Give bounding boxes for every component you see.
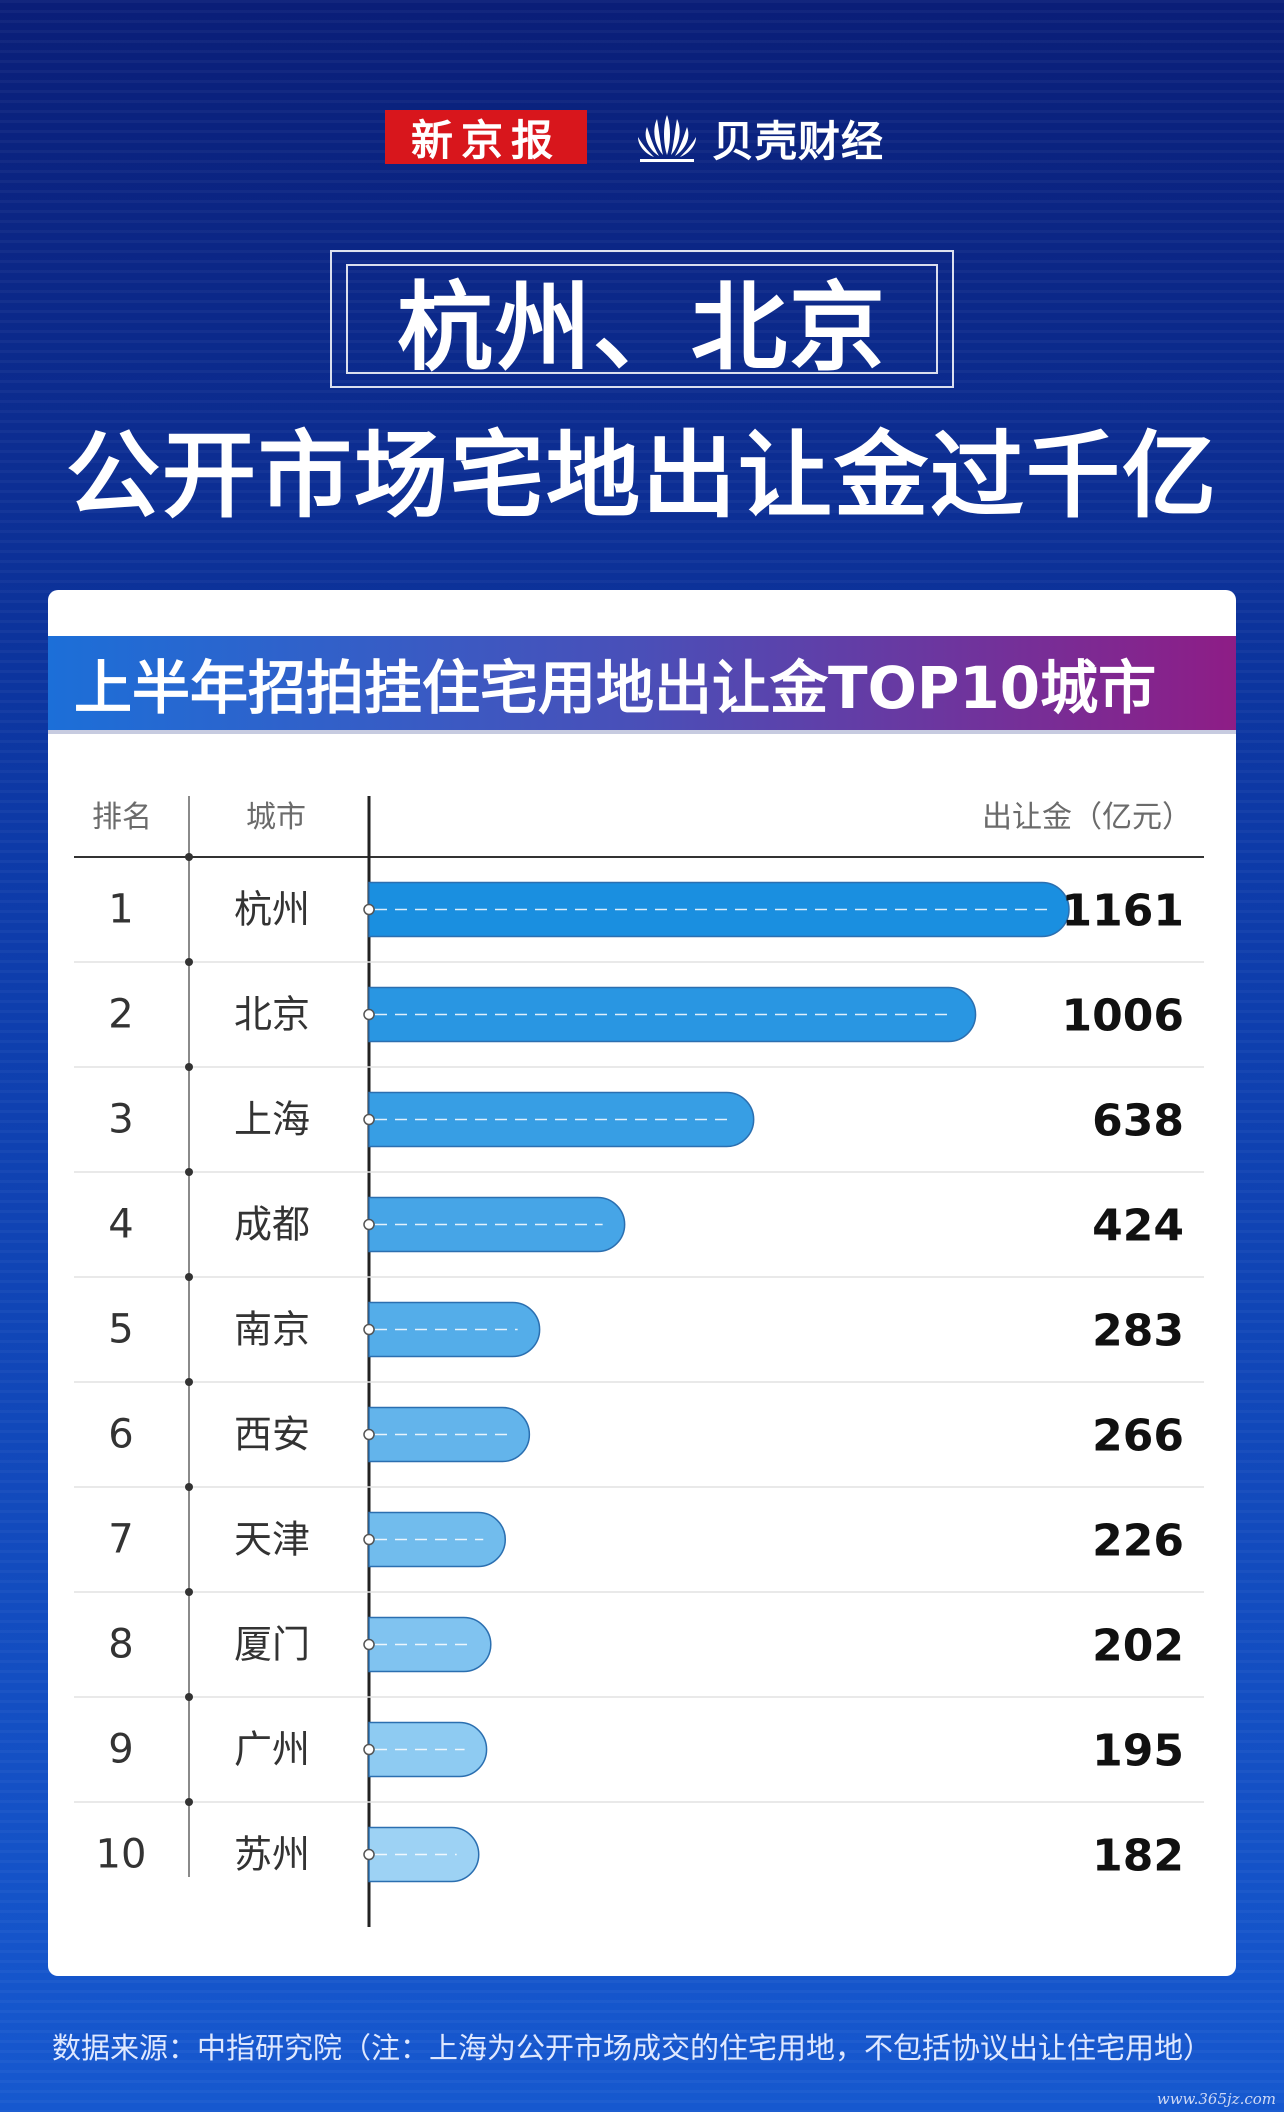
row-divider-dot: [185, 958, 193, 966]
rank-label: 6: [108, 1412, 133, 1458]
bar: [368, 1301, 541, 1358]
logo-row: 新京报 贝壳财经: [0, 108, 1284, 168]
bar-axis-dot: [363, 1113, 375, 1126]
rank-label: 5: [108, 1307, 133, 1353]
city-label: 上海: [234, 1098, 310, 1142]
city-label: 西安: [234, 1413, 310, 1457]
value-label: 182: [1092, 1831, 1184, 1882]
beike-logo: 贝壳财经: [630, 108, 884, 168]
city-label: 广州: [234, 1728, 310, 1772]
row-divider-dot: [185, 1168, 193, 1176]
shell-icon: [638, 115, 696, 162]
bar: [368, 1616, 492, 1673]
value-label: 202: [1092, 1621, 1184, 1672]
row-divider-dot: [185, 1693, 193, 1701]
value-label: 424: [1092, 1201, 1184, 1252]
row-divider-dot: [185, 1273, 193, 1281]
bar-axis-dot: [363, 903, 375, 916]
bar: [368, 986, 977, 1043]
bar-axis-dot: [363, 1533, 375, 1546]
city-label: 厦门: [234, 1623, 310, 1667]
bar-axis-dot: [363, 1848, 375, 1861]
headline-line2: 公开市场宅地出让金过千亿: [65, 422, 1218, 531]
bar-axis-dot: [363, 1218, 375, 1231]
row-divider-dot: [185, 1063, 193, 1071]
city-label: 成都: [234, 1203, 310, 1247]
rank-label: 3: [108, 1097, 133, 1143]
rank-label: 9: [108, 1727, 133, 1773]
row-divider-dot: [185, 1378, 193, 1386]
bar-axis-dot: [363, 1743, 375, 1756]
bar-axis-dot: [363, 1323, 375, 1336]
xinjingbao-logo: 新京报: [385, 110, 587, 165]
data-source-note: 数据来源：中指研究院（注：上海为公开市场成交的住宅用地，不包括协议出让住宅用地）: [52, 2031, 1213, 2065]
rank-label: 7: [108, 1517, 133, 1563]
value-label: 226: [1092, 1516, 1184, 1567]
value-label: 283: [1092, 1306, 1184, 1357]
rank-label: 2: [108, 992, 133, 1038]
row-divider-dot: [185, 1483, 193, 1491]
headline-line1: 杭州、北京: [397, 271, 887, 384]
city-label: 杭州: [234, 888, 310, 932]
bar: [368, 1721, 488, 1778]
chart-card: [48, 590, 1236, 1976]
value-label: 266: [1092, 1411, 1184, 1462]
rank-label: 4: [108, 1202, 133, 1248]
city-label: 北京: [234, 993, 310, 1037]
city-label: 南京: [234, 1308, 310, 1352]
rank-label: 10: [96, 1832, 147, 1878]
row-divider-dot: [185, 1588, 193, 1596]
title-frame: [330, 250, 954, 388]
value-label: 1006: [1062, 991, 1184, 1042]
column-header-value: 出让金（亿元）: [982, 800, 1192, 835]
bar-axis-dot: [363, 1008, 375, 1021]
chart-title: 上半年招拍挂住宅用地出让金TOP10城市: [48, 636, 1236, 734]
value-label: 1161: [1062, 886, 1184, 937]
row-divider-dot: [185, 853, 193, 861]
rank-label: 1: [108, 887, 133, 933]
rank-label: 8: [108, 1622, 133, 1668]
bar: [368, 1406, 531, 1463]
title-frame-inner: [346, 264, 938, 374]
beike-logo-text: 贝壳财经: [712, 116, 885, 166]
value-label: 195: [1092, 1726, 1184, 1777]
city-label: 苏州: [234, 1833, 310, 1877]
watermark: www.365jz.com: [1156, 2090, 1276, 2108]
city-label: 天津: [234, 1518, 310, 1562]
column-header-rank: 排名: [92, 800, 152, 835]
column-header-city: 城市: [246, 800, 306, 835]
row-divider-dot: [185, 1798, 193, 1806]
bar-axis-dot: [363, 1638, 375, 1651]
value-label: 638: [1092, 1096, 1184, 1147]
bar-axis-dot: [363, 1428, 375, 1441]
